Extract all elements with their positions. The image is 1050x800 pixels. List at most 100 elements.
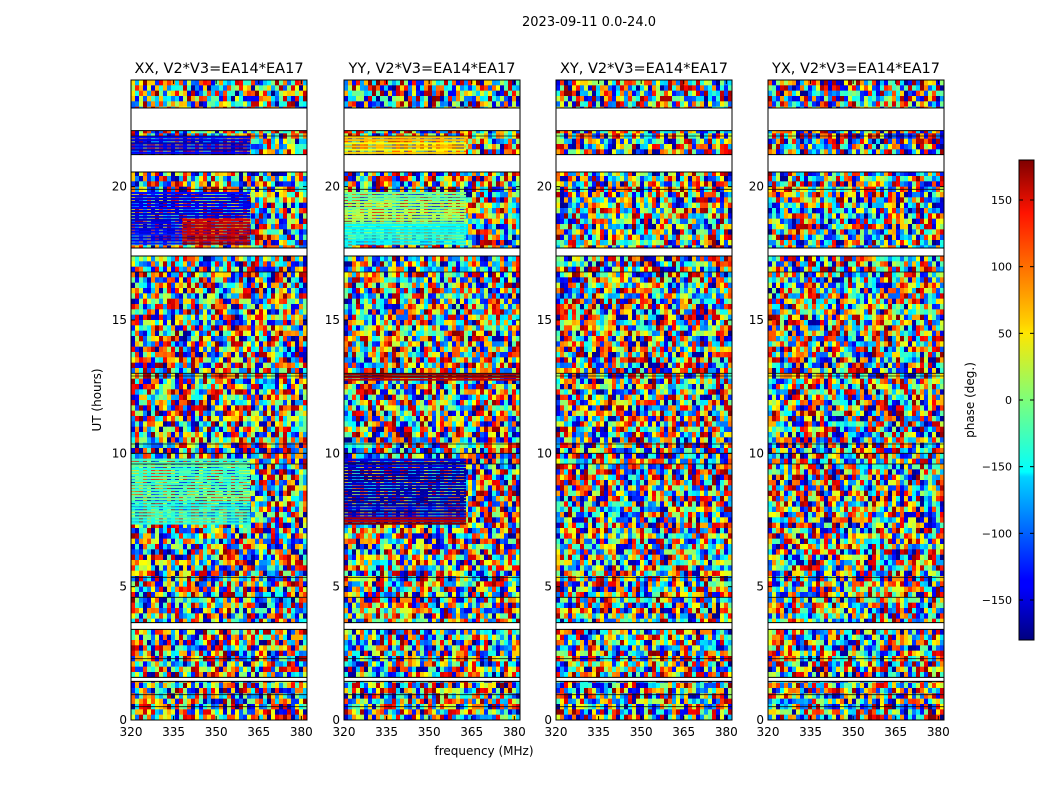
noise-cell [223, 570, 228, 577]
noise-cell [191, 410, 196, 417]
noise-cell [263, 378, 268, 385]
noise-cell [203, 576, 208, 582]
noise-cell [227, 277, 232, 283]
noise-cell [247, 378, 252, 385]
noise-cell [303, 464, 308, 470]
noise-cell [219, 442, 224, 449]
noise-cell [271, 565, 276, 571]
noise-cell [187, 272, 192, 278]
noise-cell [203, 538, 208, 545]
noise-cell [223, 336, 228, 342]
noise-cell [279, 192, 284, 198]
noise-cell [279, 474, 284, 481]
noise-cell [223, 346, 228, 353]
noise-cell [287, 149, 292, 155]
noise-cell [223, 256, 228, 262]
noise-cell [243, 480, 248, 486]
noise-cell [199, 176, 204, 182]
noise-cell [275, 357, 280, 363]
noise-cell [147, 522, 152, 529]
noise-cell [259, 544, 264, 550]
noise-cell [175, 544, 180, 550]
noise-cell [179, 336, 184, 342]
noise-cell [195, 682, 200, 689]
noise-cell [255, 448, 260, 454]
noise-cell [175, 640, 180, 646]
noise-cell [279, 533, 284, 539]
noise-cell [287, 533, 292, 539]
noise-cell [191, 320, 196, 326]
noise-cell [135, 666, 140, 673]
noise-cell [259, 90, 264, 97]
noise-cell [227, 320, 232, 326]
noise-cell [199, 304, 204, 310]
noise-cell [299, 592, 304, 598]
noise-cell [279, 586, 284, 593]
noise-cell [231, 405, 236, 411]
noise-cell [295, 512, 300, 518]
noise-cell [283, 234, 288, 241]
noise-cell [295, 400, 300, 406]
noise-cell [147, 336, 152, 342]
noise-cell [207, 586, 212, 593]
noise-cell [303, 480, 308, 486]
noise-cell [291, 426, 296, 433]
noise-cell [175, 362, 180, 369]
noise-cell [195, 378, 200, 385]
noise-cell [187, 314, 192, 321]
noise-cell [263, 565, 268, 571]
noise-cell [135, 282, 140, 289]
noise-cell [235, 544, 240, 550]
noise-cell [199, 682, 204, 689]
noise-cell [207, 181, 212, 187]
noise-cell [267, 426, 272, 433]
noise-cell [167, 661, 172, 667]
noise-cell [195, 506, 200, 513]
noise-cell [167, 170, 172, 177]
noise-cell [215, 304, 220, 310]
noise-cell [295, 661, 300, 667]
noise-cell [155, 288, 160, 294]
noise-cell [271, 314, 276, 321]
noise-cell [295, 597, 300, 603]
noise-cell [287, 613, 292, 619]
noise-cell [235, 554, 240, 561]
noise-cell [275, 384, 280, 390]
noise-cell [263, 394, 268, 401]
noise-cell [231, 437, 236, 443]
noise-cell [295, 176, 300, 182]
noise-cell [279, 282, 284, 289]
noise-cell [163, 549, 168, 555]
noise-cell [179, 309, 184, 315]
noise-cell [271, 144, 276, 150]
noise-cell [247, 581, 252, 587]
noise-cell [143, 261, 148, 267]
noise-cell [187, 192, 192, 198]
noise-cell [303, 560, 308, 566]
noise-cell [295, 453, 300, 459]
noise-cell [167, 618, 172, 625]
noise-cell [271, 672, 276, 678]
noise-cell [171, 416, 176, 422]
noise-cell [267, 405, 272, 411]
noise-cell [291, 650, 296, 657]
noise-cell [187, 570, 192, 577]
noise-cell [263, 192, 268, 198]
noise-cell [235, 650, 240, 657]
noise-cell [183, 330, 188, 337]
noise-cell [187, 629, 192, 635]
noise-cell [287, 650, 292, 657]
noise-cell [263, 464, 268, 470]
noise-cell [167, 176, 172, 182]
noise-cell [291, 597, 296, 603]
noise-cell [255, 501, 260, 507]
noise-cell [267, 213, 272, 219]
noise-cell [283, 261, 288, 267]
noise-cell [279, 304, 284, 310]
noise-cell [275, 560, 280, 566]
noise-cell [267, 549, 272, 555]
noise-cell [131, 458, 136, 465]
noise-cell [151, 576, 156, 582]
noise-cell [271, 608, 276, 614]
noise-cell [303, 602, 308, 609]
